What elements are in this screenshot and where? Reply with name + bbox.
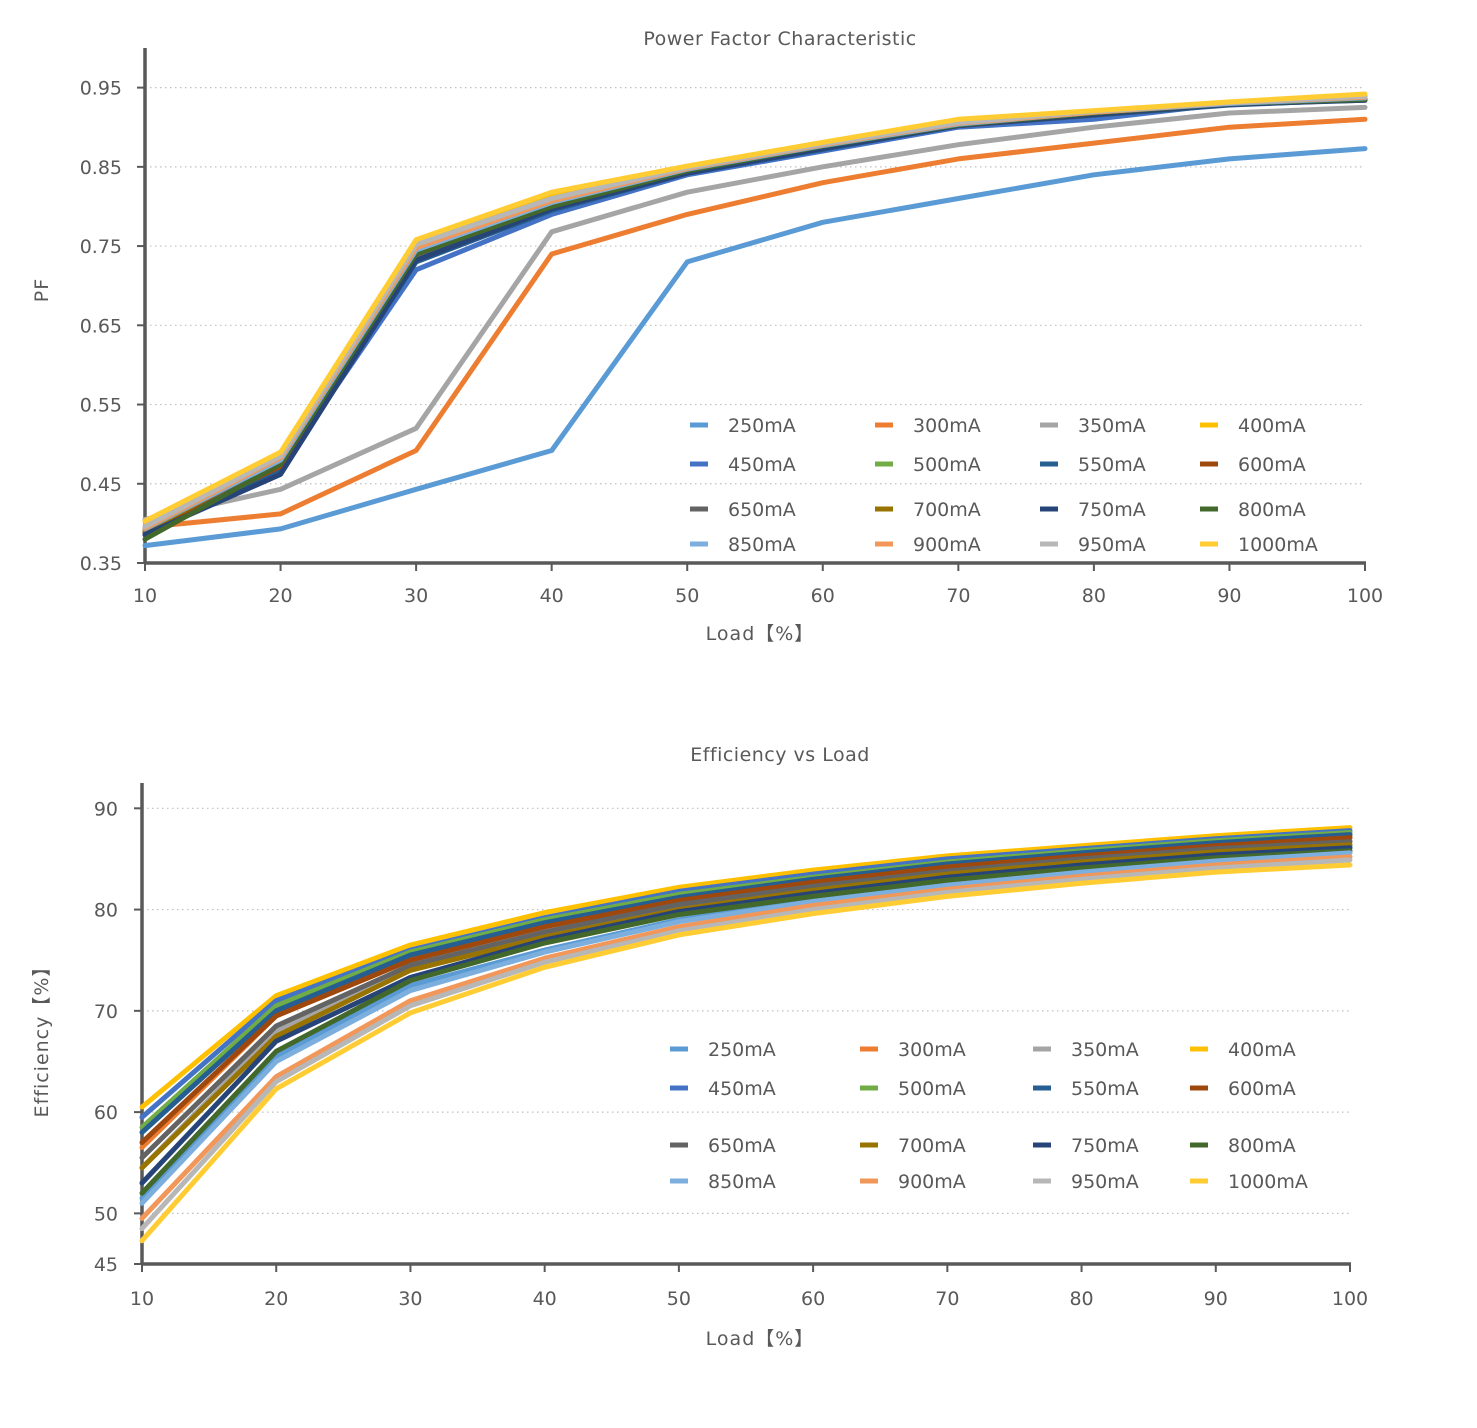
eff-series-line-850mA — [139, 850, 1353, 1206]
pf-x-tick-label: 70 — [946, 585, 970, 607]
eff-series-line-1000mA — [139, 862, 1353, 1244]
eff-legend-label: 650mA — [708, 1135, 776, 1157]
eff-legend-label: 850mA — [708, 1171, 776, 1193]
pf-x-tick-label: 80 — [1082, 585, 1106, 607]
eff-series-line-600mA — [139, 835, 1353, 1145]
eff-legend-label: 700mA — [898, 1135, 966, 1157]
eff-y-tick-label: 45 — [94, 1254, 118, 1276]
eff-legend-label: 350mA — [1071, 1039, 1139, 1061]
eff-series-line-800mA — [139, 848, 1353, 1196]
pf-y-tick-label: 0.45 — [80, 474, 122, 496]
eff-legend-label: 250mA — [708, 1039, 776, 1061]
eff-y-tick-label: 90 — [94, 798, 118, 820]
pf-y-axis-label: PF — [31, 278, 53, 302]
pf-x-axis-label: Load【%】 — [706, 623, 815, 645]
pf-legend-label: 400mA — [1238, 415, 1306, 437]
eff-x-tick-label: 100 — [1332, 1288, 1368, 1310]
pf-y-tick-label: 0.85 — [80, 157, 122, 179]
eff-series-line-650mA — [139, 839, 1353, 1161]
pf-legend-label: 850mA — [728, 534, 796, 556]
pf-y-tick-label: 0.95 — [80, 78, 122, 100]
pf-x-tick-label: 100 — [1347, 585, 1383, 607]
eff-series-line-700mA — [139, 842, 1353, 1171]
eff-legend-label: 550mA — [1071, 1078, 1139, 1100]
eff-x-tick-label: 40 — [533, 1288, 557, 1310]
eff-x-tick-label: 30 — [398, 1288, 422, 1310]
pf-legend-label: 800mA — [1238, 499, 1306, 521]
pf-legend-label: 300mA — [913, 415, 981, 437]
eff-series-line-400mA — [139, 825, 1353, 1110]
pf-legend-label: 700mA — [913, 499, 981, 521]
eff-legend-label: 500mA — [898, 1078, 966, 1100]
pf-legend-label: 900mA — [913, 534, 981, 556]
efficiency-chart: Efficiency vs Load 45 50 60 70 80 90 10 20 30 40 50… — [31, 744, 1368, 1350]
pf-x-tick-label: 40 — [540, 585, 564, 607]
pf-y-tick-label: 0.35 — [80, 553, 122, 575]
pf-series-line-250mA — [142, 146, 1368, 549]
pf-x-tick-label: 90 — [1217, 585, 1241, 607]
eff-x-tick-label: 70 — [935, 1288, 959, 1310]
pf-y-tick-label: 0.75 — [80, 236, 122, 258]
eff-series-line-750mA — [139, 845, 1353, 1186]
pf-x-tick-label: 30 — [404, 585, 428, 607]
pf-legend-label: 1000mA — [1238, 534, 1318, 556]
eff-series-line-550mA — [139, 832, 1353, 1135]
pf-series-line-1000mA — [142, 91, 1368, 524]
pf-legend-label: 650mA — [728, 499, 796, 521]
pf-chart-title: Power Factor Characteristic — [643, 28, 916, 50]
eff-y-axis-label: Efficiency【%】 — [31, 957, 53, 1118]
pf-series-line-350mA — [142, 104, 1368, 522]
eff-legend-label: 450mA — [708, 1078, 776, 1100]
eff-x-tick-label: 10 — [130, 1288, 154, 1310]
eff-legend-label: 1000mA — [1228, 1171, 1308, 1193]
eff-legend-label: 300mA — [898, 1039, 966, 1061]
eff-y-tick-label: 50 — [94, 1203, 118, 1225]
pf-legend-label: 250mA — [728, 415, 796, 437]
pf-x-tick-label: 10 — [133, 585, 157, 607]
pf-y-tick-label: 0.65 — [80, 315, 122, 337]
pf-legend-label: 450mA — [728, 454, 796, 476]
eff-legend-label: 900mA — [898, 1171, 966, 1193]
pf-x-tick-label: 50 — [675, 585, 699, 607]
pf-x-tick-label: 20 — [268, 585, 292, 607]
eff-legend-label: 950mA — [1071, 1171, 1139, 1193]
pf-y-tick-label: 0.55 — [80, 395, 122, 417]
eff-series-line-900mA — [139, 854, 1353, 1221]
eff-series-line-950mA — [139, 857, 1353, 1232]
eff-x-tick-label: 60 — [801, 1288, 825, 1310]
power-factor-chart: Power Factor Characteristic 0.35 0.45 0.55 0… — [31, 28, 1383, 645]
pf-legend-label: 550mA — [1078, 454, 1146, 476]
pf-series-line-300mA — [142, 116, 1368, 530]
eff-y-tick-label: 70 — [94, 1001, 118, 1023]
eff-y-tick-label: 80 — [94, 900, 118, 922]
pf-x-tick-label: 60 — [811, 585, 835, 607]
eff-x-tick-label: 50 — [667, 1288, 691, 1310]
eff-legend-label: 600mA — [1228, 1078, 1296, 1100]
eff-x-tick-label: 20 — [264, 1288, 288, 1310]
pf-legend-label: 750mA — [1078, 499, 1146, 521]
eff-legend-label: 750mA — [1071, 1135, 1139, 1157]
pf-legend-label: 350mA — [1078, 415, 1146, 437]
eff-x-tick-label: 80 — [1069, 1288, 1093, 1310]
eff-legend-label: 800mA — [1228, 1135, 1296, 1157]
eff-chart-title: Efficiency vs Load — [690, 744, 870, 766]
eff-legend-label: 400mA — [1228, 1039, 1296, 1061]
eff-x-axis-label: Load【%】 — [706, 1328, 815, 1350]
pf-legend-label: 500mA — [913, 454, 981, 476]
pf-legend-label: 600mA — [1238, 454, 1306, 476]
pf-legend-label: 950mA — [1078, 534, 1146, 556]
eff-x-tick-label: 90 — [1204, 1288, 1228, 1310]
eff-y-tick-label: 60 — [94, 1102, 118, 1124]
